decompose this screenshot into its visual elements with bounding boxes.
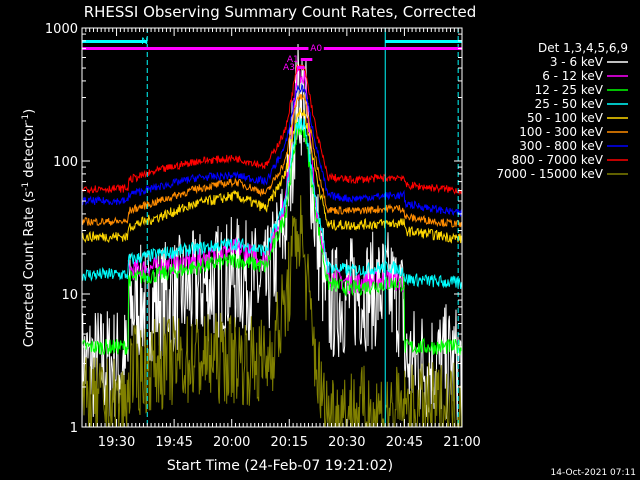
axis-layer: 19:30 19:45 20:00 20:15 20:30 20:45 21:00 1 10 10… (45, 22, 481, 450)
y-label-sup2: -1 (21, 114, 31, 123)
x-tick-label: 19:30 (98, 435, 135, 450)
attenuator-label-a1: A1 (287, 55, 299, 65)
attenuator-bar-a3 (296, 66, 305, 69)
series-line-9 (81, 195, 462, 429)
night-bar-label: N (141, 37, 148, 47)
chart-title: RHESSI Observing Summary Count Rates, Co… (84, 3, 477, 21)
y-tick-label: 1000 (45, 22, 78, 37)
x-tick-label: 19:45 (155, 435, 192, 450)
attenuator-bar-a0-right (323, 47, 462, 50)
legend-label-1: 3 - 6 keV (550, 55, 604, 69)
y-tick-label: 100 (53, 155, 78, 170)
series-line-4 (81, 118, 463, 289)
attenuator-label-a3: A3 (283, 63, 295, 73)
y-axis-label: Corrected Count Rate (s-1 detector-1) (21, 109, 37, 347)
x-axis-label: Start Time (24-Feb-07 19:21:02) (167, 458, 393, 474)
series-line-6 (81, 93, 463, 228)
y-label-sup1: -1 (21, 182, 31, 191)
y-label-part3: ) (22, 109, 37, 114)
y-tick-label: 10 (61, 288, 78, 303)
attenuator-bar-a0-left (82, 47, 309, 50)
x-tick-label: 21:00 (443, 435, 480, 450)
legend-label-9: 7000 - 15000 keV (496, 167, 603, 181)
legend-label-6: 100 - 300 keV (519, 125, 603, 139)
attenuator-label-a0: A0 (310, 44, 322, 54)
series-line-2 (127, 65, 405, 294)
y-label-part2: detector (22, 122, 37, 182)
attenuator-bar-a1 (300, 58, 313, 61)
series-line-8 (81, 63, 463, 196)
legend-label-4: 25 - 50 keV (535, 97, 604, 111)
series-line-3 (81, 121, 463, 355)
legend-label-2: 6 - 12 keV (542, 69, 604, 83)
x-tick-label: 20:15 (271, 435, 308, 450)
x-tick-label: 20:45 (386, 435, 423, 450)
night-bar-2 (385, 40, 462, 43)
y-label-part1: Corrected Count Rate (s (22, 191, 37, 348)
legend-label-7: 300 - 800 keV (519, 139, 603, 153)
x-tick-label: 20:30 (328, 435, 365, 450)
legend-label-5: 50 - 100 keV (527, 111, 604, 125)
legend-label-3: 12 - 25 keV (535, 83, 604, 97)
y-tick-label: 1 (70, 421, 78, 436)
legend-label-8: 800 - 7000 keV (512, 153, 604, 167)
series-line-7 (81, 83, 463, 217)
footer-timestamp: 14-Oct-2021 07:11 (551, 468, 636, 478)
x-tick-label: 20:00 (213, 435, 250, 450)
legend-title: Det 1,3,4,5,6,9 (538, 41, 628, 55)
plot-frame (81, 27, 463, 428)
series-line-5 (81, 107, 463, 244)
series-layer (81, 43, 463, 429)
night-bar-1 (82, 40, 148, 43)
